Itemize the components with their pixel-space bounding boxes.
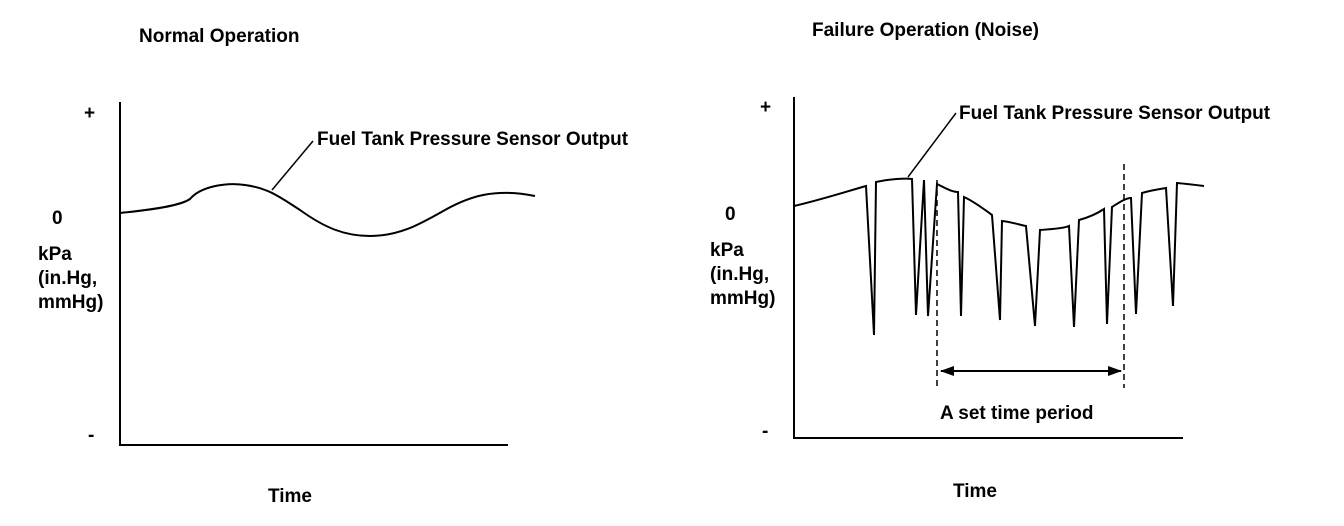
- left-y-unit-label: kPa (in.Hg, mmHg): [38, 243, 103, 315]
- right-y-unit-line-2: (in.Hg,: [710, 264, 770, 285]
- right-curve-label: Fuel Tank Pressure Sensor Output: [959, 103, 1271, 124]
- left-y-unit-line-3: mmHg): [38, 292, 104, 313]
- right-y-unit-line-3: mmHg): [710, 288, 776, 309]
- left-curve-label: Fuel Tank Pressure Sensor Output: [317, 129, 629, 150]
- left-sensor-curve: [119, 183, 536, 238]
- left-y-unit-line-2: (in.Hg,: [38, 268, 98, 289]
- left-panel-title: Normal Operation: [139, 26, 300, 47]
- left-zero-label: 0: [52, 208, 63, 229]
- right-minus-label: -: [762, 421, 769, 442]
- right-noisy-sensor-curve: [793, 177, 1205, 336]
- left-x-axis-label: Time: [268, 486, 313, 507]
- right-panel-title: Failure Operation (Noise): [812, 20, 1039, 41]
- right-y-unit-line-1: kPa: [710, 240, 744, 261]
- left-plus-label: +: [84, 103, 96, 124]
- period-label: A set time period: [940, 403, 1094, 424]
- right-y-unit-label: kPa (in.Hg, mmHg): [710, 239, 775, 311]
- right-leader-line: [907, 112, 957, 178]
- left-leader-line: [271, 140, 314, 191]
- left-minus-label: -: [88, 425, 95, 446]
- left-y-unit-line-1: kPa: [38, 244, 72, 265]
- right-x-axis-label: Time: [953, 481, 998, 502]
- right-plus-label: +: [760, 97, 772, 118]
- right-zero-label: 0: [725, 204, 736, 225]
